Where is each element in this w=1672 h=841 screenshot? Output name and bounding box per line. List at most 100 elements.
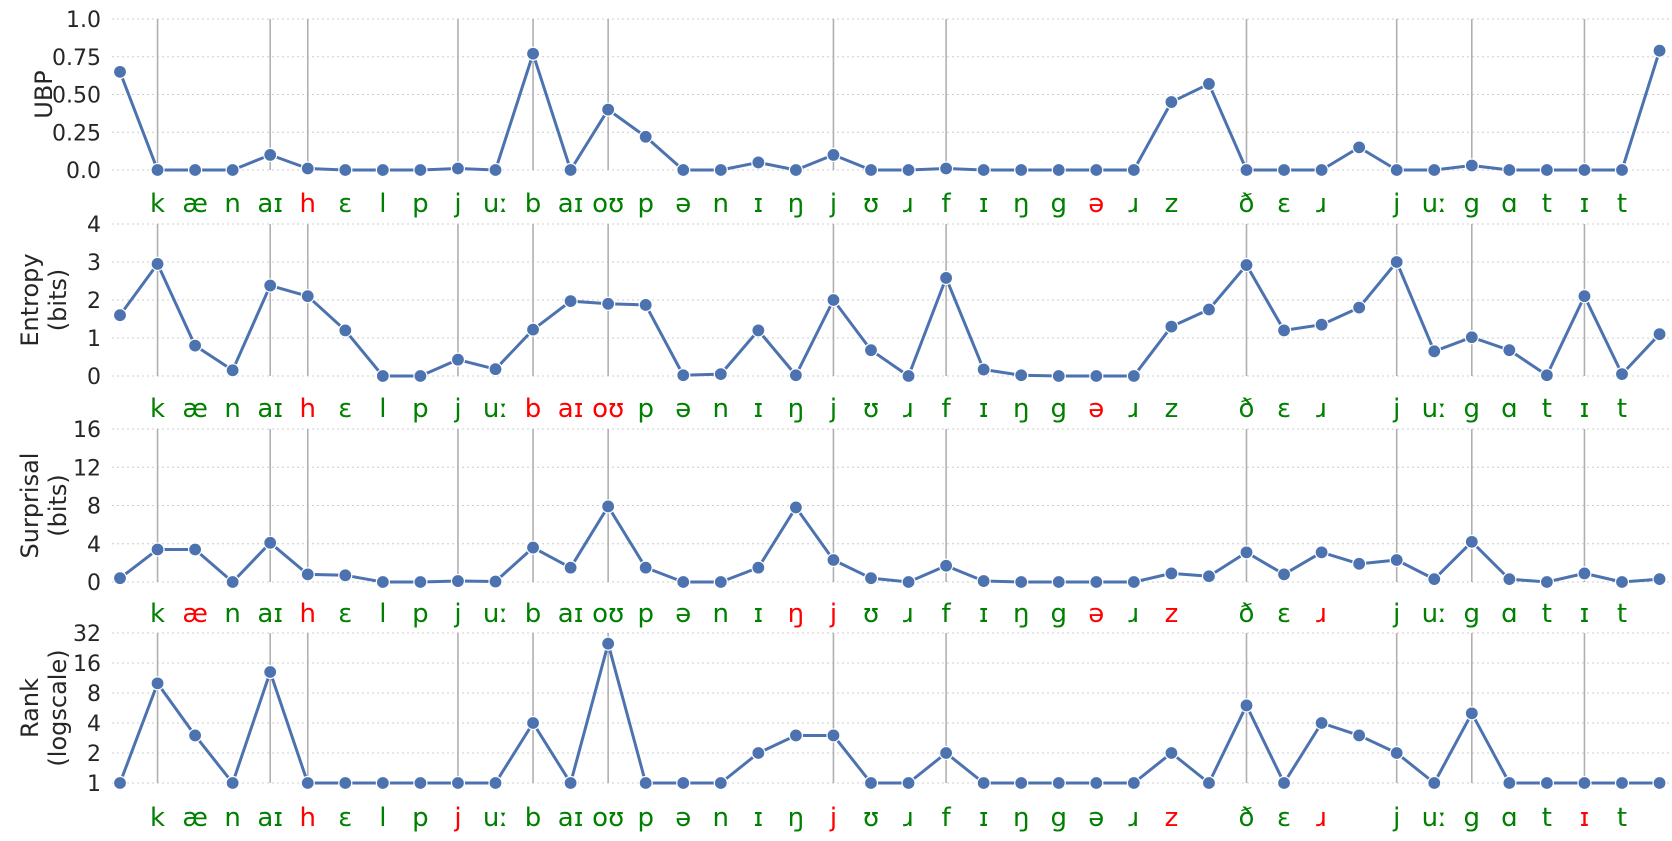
data-point <box>150 676 165 691</box>
data-point <box>676 574 691 590</box>
phoneme-label: ə <box>1088 394 1104 424</box>
data-point <box>150 256 165 271</box>
data-point <box>1352 140 1367 155</box>
data-point <box>751 323 766 338</box>
data-point <box>413 574 428 590</box>
data-point <box>338 775 353 791</box>
phoneme-label: ə <box>1088 189 1104 219</box>
phoneme-label: ɛ <box>338 394 352 424</box>
phoneme-label: j <box>829 599 837 629</box>
data-point <box>863 775 879 791</box>
phoneme-label: ɪ <box>1580 394 1590 424</box>
data-point <box>375 574 390 590</box>
phoneme-label: n <box>224 599 240 629</box>
phoneme-label: uː <box>1422 599 1447 629</box>
phoneme-label: aɪ <box>558 803 584 833</box>
y-tick-label: 0.75 <box>52 46 101 71</box>
data-point <box>525 46 541 61</box>
phoneme-label: ɪ <box>754 803 764 833</box>
data-point <box>826 728 841 743</box>
phoneme-label: ɑ <box>1501 803 1518 833</box>
phoneme-label: p <box>412 599 429 629</box>
y-axis-label: UBP <box>30 70 58 119</box>
phoneme-label: ɛ <box>1277 394 1291 424</box>
phoneme-label: ɑ <box>1501 599 1518 629</box>
phoneme-label: n <box>224 189 240 219</box>
data-point <box>1502 775 1517 791</box>
data-point <box>1201 569 1217 584</box>
data-point <box>413 162 428 178</box>
phoneme-label: aɪ <box>558 394 584 424</box>
phoneme-label: ɹ <box>903 599 914 629</box>
phoneme-label: p <box>412 189 429 219</box>
data-point <box>563 775 578 791</box>
phoneme-label: ʊ <box>863 803 879 833</box>
phoneme-label: g <box>1464 599 1481 629</box>
data-point <box>938 161 954 176</box>
data-point <box>1051 162 1066 178</box>
phoneme-label: h <box>300 599 316 629</box>
data-point <box>1464 330 1479 345</box>
data-point <box>1276 162 1292 178</box>
phoneme-label: ɪ <box>754 394 764 424</box>
phoneme-label: t <box>1542 189 1552 219</box>
data-point <box>751 155 766 170</box>
data-point <box>1126 574 1141 590</box>
data-point <box>713 775 728 791</box>
phoneme-label: g <box>1050 394 1067 424</box>
phoneme-label: k <box>150 803 165 833</box>
y-tick-label: 8 <box>87 682 101 707</box>
data-point <box>1539 162 1555 178</box>
data-point <box>263 278 278 293</box>
phoneme-label: p <box>412 803 429 833</box>
data-point <box>676 775 691 791</box>
data-point <box>638 560 653 575</box>
y-tick-label: 1 <box>87 772 101 797</box>
y-axis-label-line: Entropy <box>16 253 44 346</box>
phoneme-label: uː <box>1422 189 1447 219</box>
data-point <box>1089 775 1104 791</box>
data-point <box>1126 368 1141 384</box>
phoneme-label: b <box>525 803 542 833</box>
phoneme-label: uː <box>483 803 508 833</box>
phoneme-label: oʊ <box>592 599 624 629</box>
data-point <box>826 292 841 308</box>
phoneme-label: oʊ <box>592 394 624 424</box>
phoneme-label: ɹ <box>1316 189 1327 219</box>
phoneme-label: n <box>224 803 240 833</box>
phoneme-label: z <box>1165 803 1179 833</box>
phoneme-label: ɛ <box>1277 599 1291 629</box>
phoneme-label: ŋ <box>788 599 804 629</box>
data-point <box>1427 572 1442 587</box>
phoneme-label: uː <box>1422 394 1447 424</box>
y-tick-label: 8 <box>87 495 101 520</box>
phoneme-label: ɛ <box>1277 189 1291 219</box>
phoneme-label: uː <box>483 189 508 219</box>
data-point <box>1014 775 1029 791</box>
data-point <box>300 289 315 304</box>
data-point <box>375 368 390 384</box>
data-point <box>1427 775 1442 791</box>
phoneme-label: ɑ <box>1501 394 1518 424</box>
data-point <box>1164 94 1179 110</box>
data-point <box>188 162 203 178</box>
data-point <box>488 775 503 791</box>
phoneme-label: p <box>637 599 654 629</box>
phoneme-label: h <box>300 189 316 219</box>
y-axis-label-line: UBP <box>30 70 58 119</box>
phoneme-label: l <box>379 394 386 424</box>
data-point <box>1614 162 1630 178</box>
data-point <box>938 558 954 573</box>
data-point <box>1276 775 1292 791</box>
phoneme-label: j <box>453 803 461 833</box>
y-axis-label: Surprisal(bits) <box>16 453 72 559</box>
data-point <box>901 775 916 791</box>
phoneme-label: t <box>1617 599 1627 629</box>
data-point <box>1352 300 1367 315</box>
phoneme-label: g <box>1050 599 1067 629</box>
data-point <box>375 162 390 178</box>
data-point <box>525 715 541 731</box>
phoneme-label: aɪ <box>257 599 283 629</box>
data-point <box>1051 775 1066 791</box>
